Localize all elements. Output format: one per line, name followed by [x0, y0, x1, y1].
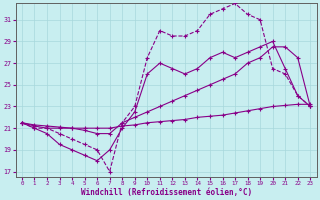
- X-axis label: Windchill (Refroidissement éolien,°C): Windchill (Refroidissement éolien,°C): [81, 188, 252, 197]
